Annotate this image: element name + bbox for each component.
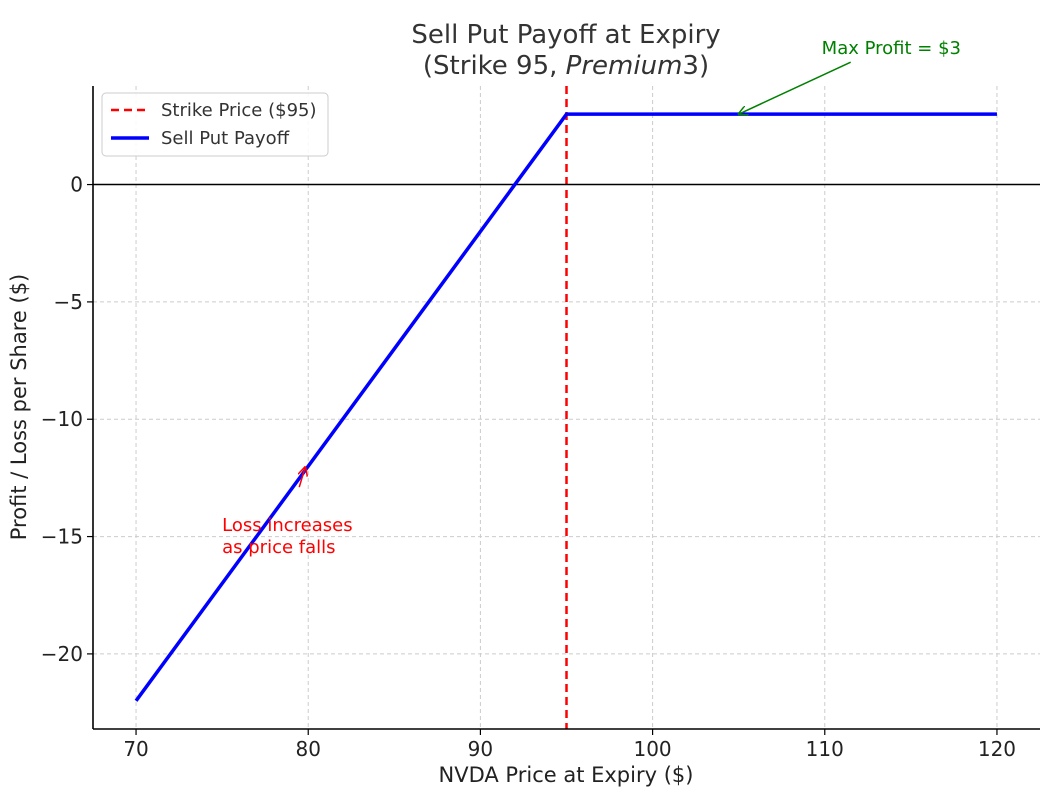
chart-subtitle: (Strike 95, Premium3) <box>423 51 709 81</box>
legend-label-payoff: Sell Put Payoff <box>161 128 290 149</box>
y-ticks: 0 −5 −10 −15 −20 <box>41 173 93 666</box>
annotation-max-profit: Max Profit = $3 <box>822 38 961 59</box>
annotation-loss-arrow <box>299 467 305 488</box>
x-tick-label: 100 <box>633 737 671 761</box>
annotation-loss-line: Loss increases <box>222 515 352 536</box>
y-axis-label: Profit / Loss per Share ($) <box>7 274 31 541</box>
x-tick-label: 70 <box>123 737 148 761</box>
chart-subtitle-part-3: 3) <box>682 51 709 81</box>
x-tick-label: 110 <box>806 737 844 761</box>
x-tick-label: 80 <box>296 737 321 761</box>
annotation-loss-line: as price falls <box>222 537 335 558</box>
chart-title: Sell Put Payoff at Expiry <box>411 20 720 50</box>
x-tick-label: 120 <box>978 737 1016 761</box>
x-ticks: 70 80 90 100 110 120 <box>123 729 1016 761</box>
payoff-line <box>134 112 997 702</box>
legend-box <box>101 92 329 157</box>
y-tick-label: 0 <box>70 173 83 197</box>
y-tick-label: −5 <box>54 290 83 314</box>
legend-label-strike: Strike Price ($95) <box>161 100 317 121</box>
y-tick-label: −15 <box>41 525 83 549</box>
y-tick-label: −10 <box>41 407 83 431</box>
reference-lines <box>93 86 1040 729</box>
legend: Strike Price ($95) Sell Put Payoff <box>101 92 329 157</box>
chart-subtitle-part-1: (Strike 95, <box>423 51 566 81</box>
chart-subtitle-part-2: Premium <box>566 51 683 81</box>
annotation-max-profit-arrow <box>739 61 851 114</box>
y-tick-label: −20 <box>41 642 83 666</box>
series-lines <box>134 112 997 702</box>
x-axis-label: NVDA Price at Expiry ($) <box>439 763 694 787</box>
x-tick-label: 90 <box>468 737 493 761</box>
